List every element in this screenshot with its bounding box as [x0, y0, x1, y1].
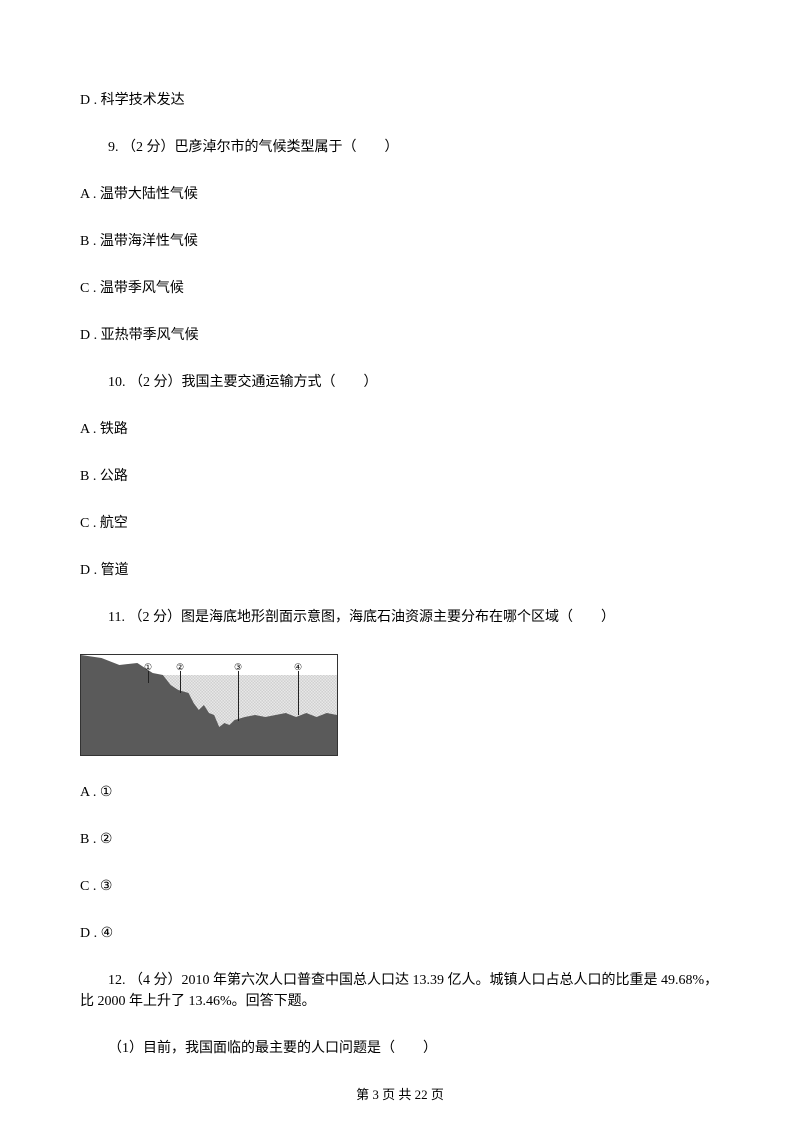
page-footer: 第 3 页 共 22 页	[0, 1085, 800, 1105]
q10-option-b: B . 公路	[80, 466, 720, 487]
q11-option-b: B . ②	[80, 829, 720, 850]
question-11: 11. （2 分）图是海底地形剖面示意图，海底石油资源主要分布在哪个区域（ ）	[80, 607, 720, 628]
q9-option-a: A . 温带大陆性气候	[80, 184, 720, 205]
seafloor-diagram: ① ② ③ ④	[80, 654, 720, 756]
q11-option-a: A . ①	[80, 782, 720, 803]
q9-option-b: B . 温带海洋性气候	[80, 231, 720, 252]
q11-option-c: C . ③	[80, 876, 720, 897]
q8-option-d: D . 科学技术发达	[80, 90, 720, 111]
q10-option-a: A . 铁路	[80, 419, 720, 440]
question-10: 10. （2 分）我国主要交通运输方式（ ）	[80, 372, 720, 393]
q11-option-d: D . ④	[80, 923, 720, 944]
question-9: 9. （2 分）巴彦淖尔市的气候类型属于（ ）	[80, 137, 720, 158]
q9-option-c: C . 温带季风气候	[80, 278, 720, 299]
q9-option-d: D . 亚热带季风气候	[80, 325, 720, 346]
q10-option-c: C . 航空	[80, 513, 720, 534]
question-12: 12. （4 分）2010 年第六次人口普查中国总人口达 13.39 亿人。城镇…	[80, 970, 720, 1012]
q12-sub1: （1）目前，我国面临的最主要的人口问题是（ ）	[80, 1038, 720, 1059]
q10-option-d: D . 管道	[80, 560, 720, 581]
